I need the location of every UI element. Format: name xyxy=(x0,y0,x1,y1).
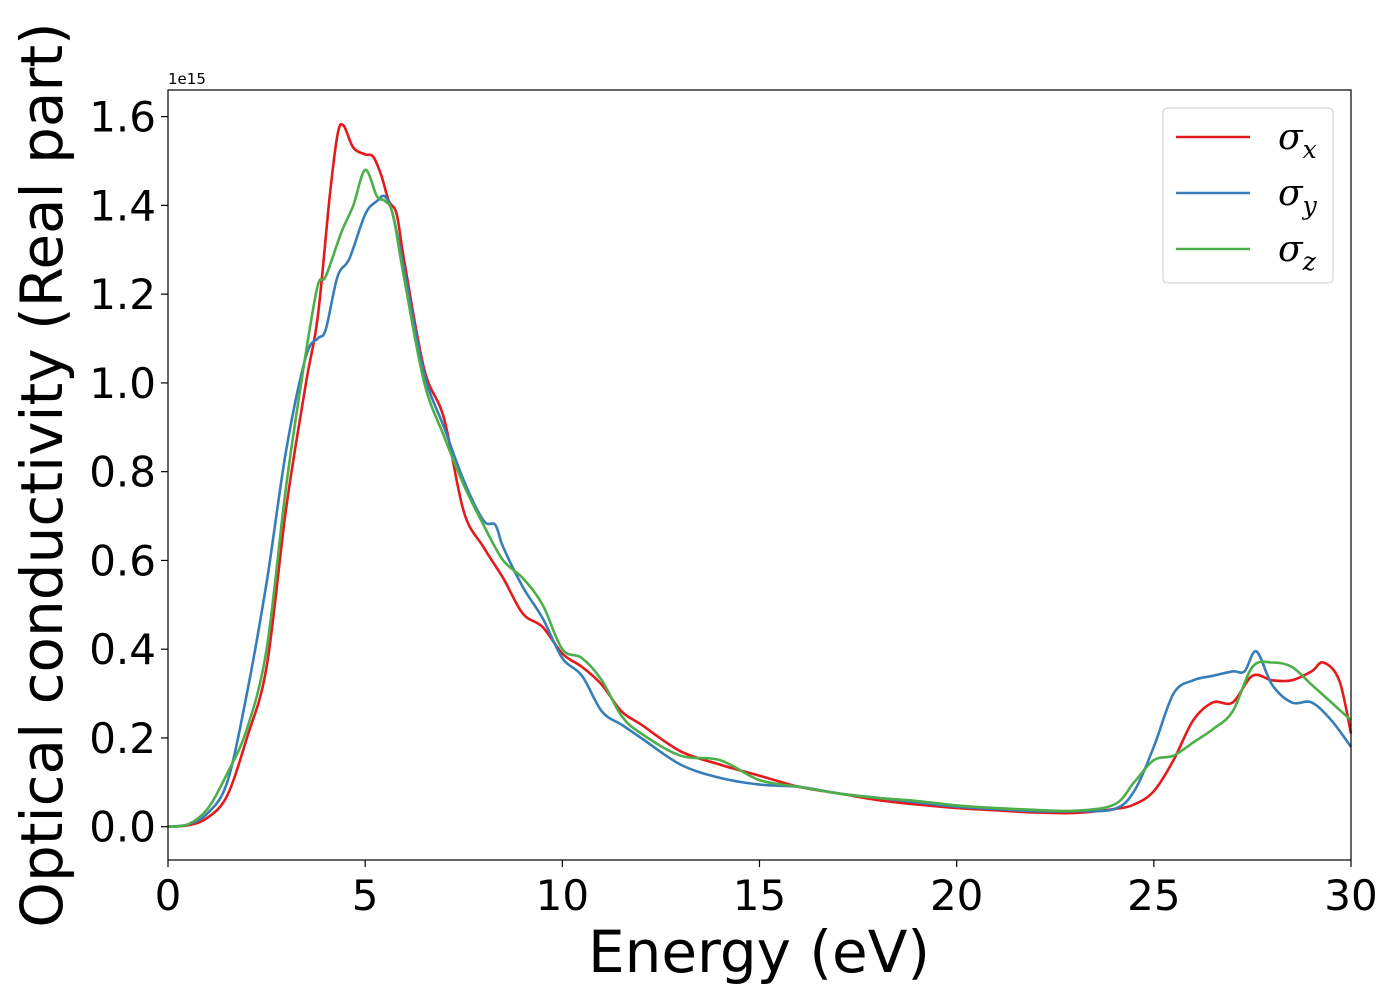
legend-label-y: σy xyxy=(1278,173,1318,220)
y-axis: 0.0 0.2 0.4 0.6 0.8 1.0 1.2 1.4 1.6 xyxy=(89,93,168,852)
legend-box xyxy=(1162,107,1334,284)
legend-subscript: y xyxy=(1302,191,1318,220)
y-tick-label: 0.6 xyxy=(89,536,156,585)
y-tick-label: 1.6 xyxy=(89,93,156,142)
legend-symbol: σ xyxy=(1278,173,1304,214)
legend-symbol: σ xyxy=(1278,229,1304,270)
series-line-x xyxy=(167,122,1353,828)
y-tick-label: 0.2 xyxy=(89,714,156,763)
y-axis-label: Optical conductivity (Real part) xyxy=(8,22,76,927)
x-tick-label: 0 xyxy=(155,871,182,920)
series-line-y xyxy=(167,194,1353,828)
legend-subscript: z xyxy=(1302,247,1317,276)
x-tick-label: 30 xyxy=(1324,871,1377,920)
y-tick-label: 1.2 xyxy=(89,270,156,319)
x-tick-label: 5 xyxy=(352,871,379,920)
x-axis-label: Energy (eV) xyxy=(588,918,930,986)
x-tick-label: 25 xyxy=(1127,871,1180,920)
x-tick-label: 10 xyxy=(536,871,589,920)
y-tick-label: 0.8 xyxy=(89,448,156,497)
y-tick-label: 1.4 xyxy=(89,181,156,230)
series-layer xyxy=(167,122,1353,828)
x-tick-label: 15 xyxy=(733,871,786,920)
x-axis: 0 5 10 15 20 25 30 xyxy=(155,860,1378,920)
y-offset-label: 1e15 xyxy=(168,70,206,88)
legend-label-x: σx xyxy=(1278,117,1317,164)
x-tick-label: 20 xyxy=(930,871,983,920)
y-tick-label: 0.4 xyxy=(89,625,156,674)
legend-subscript: x xyxy=(1303,135,1317,164)
y-tick-label: 1.0 xyxy=(89,359,156,408)
legend-label-z: σz xyxy=(1278,229,1317,276)
legend-symbol: σ xyxy=(1278,117,1304,158)
y-tick-label: 0.0 xyxy=(89,803,156,852)
series-line-z xyxy=(167,168,1352,828)
